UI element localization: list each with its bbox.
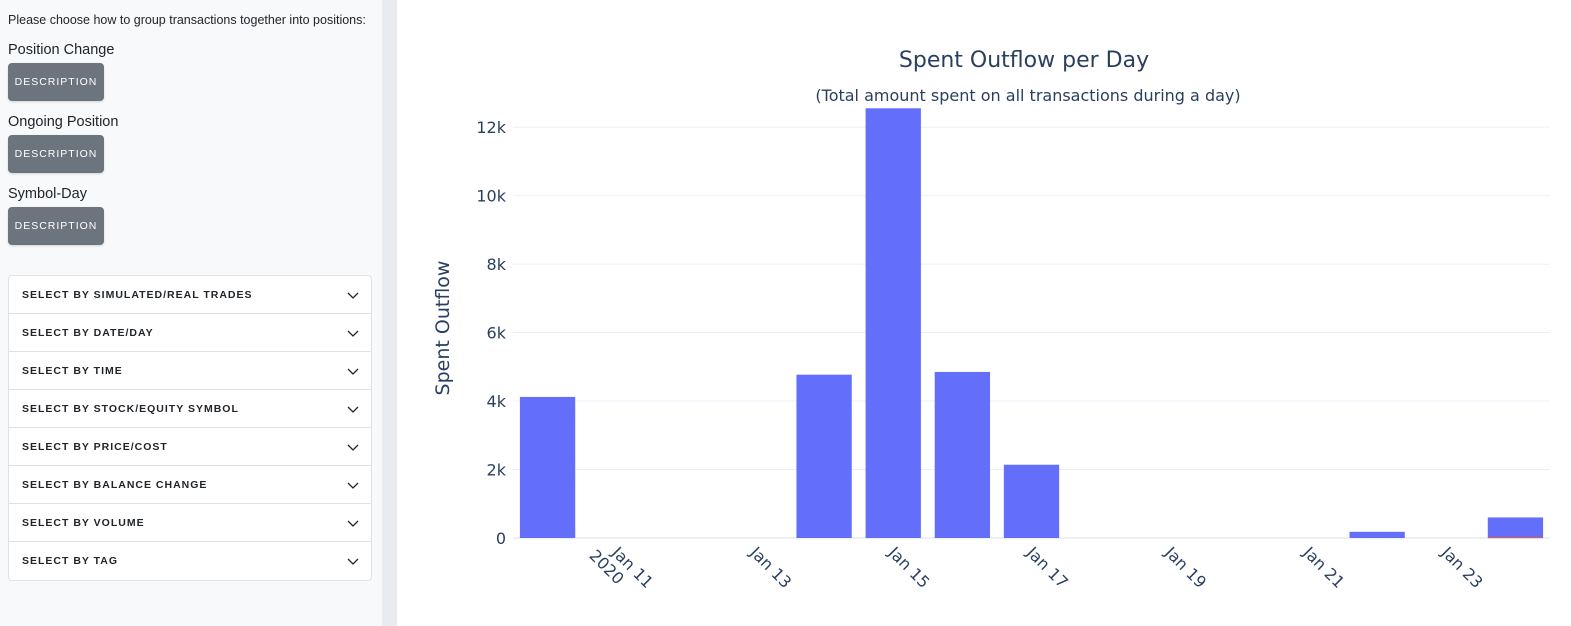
y-tick-label: 2k <box>487 461 507 480</box>
y-tick-label: 4k <box>487 392 507 411</box>
filter-balance-change[interactable]: SELECT BY BALANCE CHANGE <box>9 466 371 504</box>
sidebar: Please choose how to group transactions … <box>0 0 382 626</box>
chart-subtitle: (Total amount spent on all transactions … <box>815 86 1240 105</box>
filter-time[interactable]: SELECT BY TIME <box>9 352 371 390</box>
filter-label: SELECT BY SIMULATED/REAL TRADES <box>22 288 253 301</box>
y-tick-label: 10k <box>476 187 506 206</box>
y-axis-label: Spent Outflow <box>432 261 454 396</box>
filter-label: SELECT BY TAG <box>22 555 119 567</box>
y-tick-label: 8k <box>487 255 507 274</box>
filter-volume[interactable]: SELECT BY VOLUME <box>9 504 371 542</box>
y-tick-label: 0 <box>496 529 506 548</box>
filter-tag[interactable]: SELECT BY TAG <box>9 542 371 580</box>
symbol-day-description-button[interactable]: DESCRIPTION <box>8 207 104 245</box>
x-tick-label: Jan 21 <box>1299 542 1349 592</box>
filter-label: SELECT BY PRICE/COST <box>22 440 168 453</box>
x-tick: Jan 23 <box>1437 542 1487 592</box>
bar[interactable] <box>865 108 921 539</box>
filter-label: SELECT BY VOLUME <box>22 516 145 529</box>
filter-simulated-real-trades[interactable]: SELECT BY SIMULATED/REAL TRADES <box>9 276 371 314</box>
filter-label: SELECT BY STOCK/EQUITY SYMBOL <box>22 402 239 415</box>
ongoing-position-description-button[interactable]: DESCRIPTION <box>8 135 104 173</box>
filter-accordion: SELECT BY SIMULATED/REAL TRADES SELECT B… <box>8 275 372 581</box>
chart-title: Spent Outflow per Day <box>899 48 1149 73</box>
chevron-down-icon <box>347 292 359 299</box>
bars <box>519 108 1544 539</box>
filter-stock-equity-symbol[interactable]: SELECT BY STOCK/EQUITY SYMBOL <box>9 390 371 428</box>
symbol-day-title: Symbol-Day <box>8 186 87 202</box>
bar[interactable] <box>934 371 991 538</box>
spent-outflow-chart: Spent Outflow per Day (Total amount spen… <box>432 48 1550 592</box>
filter-label: SELECT BY DATE/DAY <box>22 326 154 339</box>
bar[interactable] <box>1487 517 1544 538</box>
x-tick: Jan 15 <box>884 542 934 592</box>
y-tick-labels: 0 2k 4k 6k 8k 10k 12k <box>476 118 506 548</box>
chevron-down-icon <box>347 482 359 489</box>
chevron-down-icon <box>347 558 359 565</box>
bar[interactable] <box>796 374 852 538</box>
bar[interactable] <box>1487 537 1544 539</box>
x-tick: Jan 17 <box>1022 542 1072 592</box>
panel-divider <box>382 0 397 626</box>
x-tick-label: Jan 23 <box>1437 542 1487 592</box>
chevron-down-icon <box>347 520 359 527</box>
filter-price-cost[interactable]: SELECT BY PRICE/COST <box>9 428 371 466</box>
bar[interactable] <box>519 396 576 538</box>
chevron-down-icon <box>347 406 359 413</box>
filter-date-day[interactable]: SELECT BY DATE/DAY <box>9 314 371 352</box>
filter-label: SELECT BY BALANCE CHANGE <box>22 478 208 491</box>
x-tick: Jan 13 <box>746 542 796 592</box>
x-tick: Jan 21 <box>1299 542 1349 592</box>
bar[interactable] <box>1003 464 1060 538</box>
grouping-instructions: Please choose how to group transactions … <box>8 13 366 27</box>
position-change-description-button[interactable]: DESCRIPTION <box>8 63 104 101</box>
x-tick: Jan 19 <box>1161 542 1211 592</box>
y-tick-label: 12k <box>476 118 506 137</box>
bar[interactable] <box>1349 531 1405 538</box>
x-tick-label: Jan 15 <box>884 542 934 592</box>
y-tick-label: 6k <box>487 324 507 343</box>
x-tick-label: Jan 13 <box>746 542 796 592</box>
chevron-down-icon <box>347 368 359 375</box>
position-change-title: Position Change <box>8 42 115 58</box>
x-tick-label: Jan 17 <box>1022 542 1072 592</box>
chart-panel: Spent Outflow per Day (Total amount spen… <box>397 0 1571 626</box>
chevron-down-icon <box>347 330 359 337</box>
ongoing-position-title: Ongoing Position <box>8 114 119 130</box>
filter-label: SELECT BY TIME <box>22 364 123 377</box>
chevron-down-icon <box>347 444 359 451</box>
x-tick-label: Jan 19 <box>1161 542 1211 592</box>
